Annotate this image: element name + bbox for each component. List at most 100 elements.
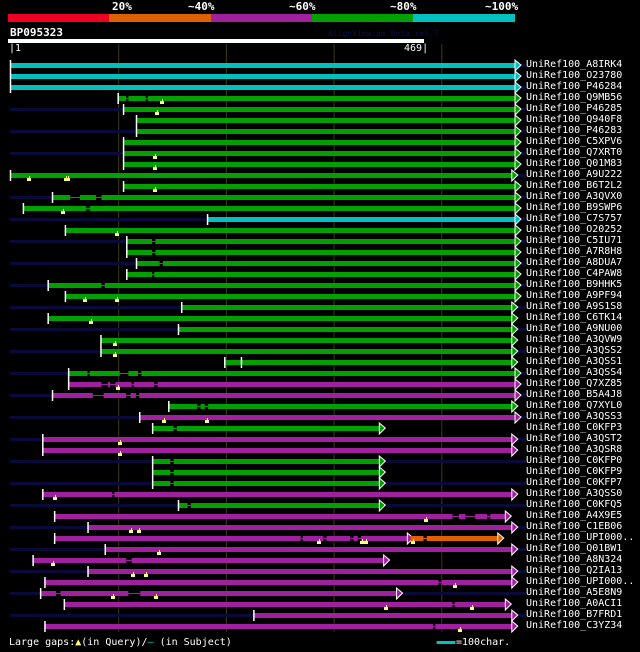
hit-label[interactable]: UniRef100_C3YZ34 <box>526 620 623 631</box>
hit-label[interactable]: UniRef100_Q01BW1 <box>526 543 623 554</box>
hit-label[interactable]: UniRef100_B5A4J8 <box>526 389 623 400</box>
alignment-end-arrow <box>514 113 522 128</box>
left-overhang <box>10 460 154 463</box>
left-overhang <box>10 218 209 221</box>
query-gap-marker <box>153 156 157 159</box>
query-start-value: 1 <box>15 43 22 54</box>
legend-bar-20 <box>8 14 109 22</box>
hit-label[interactable]: UniRef100_C0KFQ5 <box>526 499 623 510</box>
hit-label[interactable]: UniRef100_C0KFP9 <box>526 466 623 477</box>
hit-label[interactable]: UniRef100_A3QST2 <box>526 433 623 444</box>
hit-label[interactable]: UniRef100_UPI000.. <box>526 576 635 587</box>
query-gap-marker <box>153 167 157 170</box>
hit-label[interactable]: UniRef100_A9U222 <box>526 169 623 180</box>
alignment-segment <box>55 514 453 519</box>
hit-label[interactable]: UniRef100_Q7XZ85 <box>526 378 623 389</box>
hit-label[interactable]: UniRef100_C5XPV6 <box>526 136 623 147</box>
alignment-segment <box>101 349 512 354</box>
hit-label[interactable]: UniRef100_C0KFP0 <box>526 455 623 466</box>
right-overhang <box>521 108 526 111</box>
hit-label[interactable]: UniRef100_A7R8H8 <box>526 246 623 257</box>
query-start-label: |1 <box>9 43 22 54</box>
hit-label[interactable]: UniRef100_A3QSS2 <box>526 345 623 356</box>
hit-label[interactable]: UniRef100_P46284 <box>526 81 623 92</box>
hit-label[interactable]: UniRef100_C1EB06 <box>526 521 623 532</box>
hit-label[interactable]: UniRef100_A4X9E5 <box>526 510 623 521</box>
hit-label[interactable]: UniRef100_C4PAW8 <box>526 268 623 279</box>
alignment-segment <box>45 624 434 629</box>
alignment-segment <box>173 481 380 486</box>
alignment-end-arrow <box>514 69 522 84</box>
left-overhang <box>10 438 44 441</box>
hit-label[interactable]: UniRef100_O23780 <box>526 70 623 81</box>
query-end-label: 469| <box>404 43 429 54</box>
alignment-segment <box>137 129 515 134</box>
left-overhang <box>10 614 255 617</box>
hit-label[interactable]: UniRef100_A3QSS4 <box>526 367 623 378</box>
alignment-segment <box>43 448 512 453</box>
alignment-end-arrow <box>514 58 522 73</box>
query-gap-marker <box>154 596 158 599</box>
query-end-value: 469 <box>404 43 423 54</box>
hit-label[interactable]: UniRef100_A3QSS3 <box>526 411 623 422</box>
hit-label[interactable]: UniRef100_A3QVW9 <box>526 334 623 345</box>
hit-label[interactable]: UniRef100_B9HHK5 <box>526 279 623 290</box>
alignment-segment <box>302 536 324 541</box>
alignment-end-arrow <box>511 311 519 326</box>
alignment-segment <box>69 382 102 387</box>
alignment-segment <box>353 536 358 541</box>
alignment-end-arrow <box>406 531 415 546</box>
hit-label[interactable]: UniRef100_UPI000.. <box>526 532 635 543</box>
query-gap-marker <box>27 178 31 181</box>
hit-label[interactable]: UniRef100_A9NU00 <box>526 323 623 334</box>
left-overhang <box>10 284 49 287</box>
hit-label[interactable]: UniRef100_A8N324 <box>526 554 623 565</box>
hit-label[interactable]: UniRef100_C6TK14 <box>526 312 623 323</box>
alignment-segment <box>88 525 512 530</box>
hit-label[interactable]: UniRef100_P46283 <box>526 125 623 136</box>
alignment-segment <box>153 459 171 464</box>
hit-label[interactable]: UniRef100_Q940F8 <box>526 114 623 125</box>
alignment-end-arrow <box>514 234 522 249</box>
query-bar <box>8 39 424 43</box>
legend-label-100: ~100% <box>485 0 519 13</box>
hit-label[interactable]: UniRef100_Q7XYL0 <box>526 400 623 411</box>
left-overhang <box>10 130 137 133</box>
hit-label[interactable]: UniRef100_Q2IA13 <box>526 565 623 576</box>
query-gap-marker <box>113 343 117 346</box>
hit-label[interactable]: UniRef100_A3QVX0 <box>526 191 623 202</box>
hit-label[interactable]: UniRef100_A8IRK4 <box>526 59 623 70</box>
alignment-segment <box>101 195 515 200</box>
alignment-segment <box>182 305 512 310</box>
hit-label[interactable]: UniRef100_Q01M83 <box>526 158 623 169</box>
alignment-end-arrow <box>514 102 522 117</box>
hit-label[interactable]: UniRef100_A9S1S8 <box>526 301 623 312</box>
alignment-segment <box>69 371 88 376</box>
hit-label[interactable]: UniRef100_A3QSS0 <box>526 488 623 499</box>
hit-label[interactable]: UniRef100_C5IU71 <box>526 235 623 246</box>
right-overhang <box>517 350 526 353</box>
hit-label[interactable]: UniRef100_C7S757 <box>526 213 623 224</box>
hit-label[interactable]: UniRef100_B6T2L2 <box>526 180 623 191</box>
hit-label[interactable]: UniRef100_C0KFP7 <box>526 477 623 488</box>
hit-label[interactable]: UniRef100_B7FRD1 <box>526 609 623 620</box>
alignment-segment <box>65 228 515 233</box>
hit-label[interactable]: UniRef100_O20252 <box>526 224 623 235</box>
hit-label[interactable]: UniRef100_A3QSR8 <box>526 444 623 455</box>
alignment-segment <box>162 261 515 266</box>
hit-label[interactable]: UniRef100_A8DUA7 <box>526 257 623 268</box>
hit-label[interactable]: UniRef100_B9SWP6 <box>526 202 623 213</box>
hit-label[interactable]: UniRef100_A5E8N9 <box>526 587 623 598</box>
right-overhang <box>521 372 526 375</box>
hit-label[interactable]: UniRef100_C0KFP3 <box>526 422 623 433</box>
hit-label[interactable]: UniRef100_P46285 <box>526 103 623 114</box>
hit-label[interactable]: UniRef100_A3QSS1 <box>526 356 623 367</box>
alignment-end-arrow <box>514 212 522 227</box>
alignment-segment <box>139 393 515 398</box>
hit-label[interactable]: UniRef100_Q9MB56 <box>526 92 623 103</box>
query-gap-marker <box>66 178 70 181</box>
hit-label[interactable]: UniRef100_Q7XRT0 <box>526 147 623 158</box>
hit-label[interactable]: UniRef100_A9PF94 <box>526 290 623 301</box>
hit-label[interactable]: UniRef100_A0ACI1 <box>526 598 623 609</box>
alignment-segment <box>475 514 487 519</box>
